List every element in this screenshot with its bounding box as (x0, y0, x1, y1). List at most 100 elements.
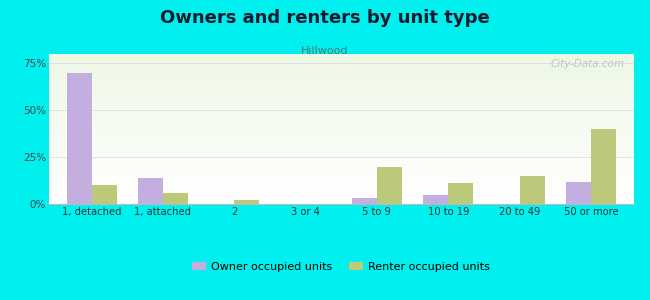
Bar (49, 163, 634, 164)
Bar (49, 102, 634, 103)
Bar (49, 76, 634, 77)
Bar (49, 61, 634, 62)
Bar (49, 68, 634, 69)
Legend: Owner occupied units, Renter occupied units: Owner occupied units, Renter occupied un… (188, 257, 495, 276)
Bar (49, 160, 634, 161)
Bar (49, 95, 634, 96)
Bar (49, 83, 634, 84)
Bar (49, 201, 634, 202)
Bar (92, 185, 116, 204)
Bar (49, 147, 634, 148)
Bar (49, 145, 634, 146)
Bar (49, 167, 634, 168)
Bar (49, 118, 634, 119)
Bar (49, 188, 634, 189)
Bar (49, 105, 634, 106)
Bar (49, 135, 634, 136)
Bar (49, 60, 634, 61)
Bar (49, 133, 634, 134)
Bar (49, 106, 634, 107)
Bar (49, 104, 634, 105)
Bar (49, 142, 634, 143)
Bar (49, 79, 634, 80)
Bar (49, 72, 634, 73)
Bar (49, 158, 634, 159)
Bar (49, 194, 634, 195)
Bar (49, 168, 634, 169)
Bar (49, 146, 634, 147)
Bar (49, 80, 634, 81)
Bar (49, 113, 634, 114)
Bar (519, 176, 545, 204)
Bar (49, 153, 634, 154)
Bar (138, 178, 163, 204)
Bar (49, 125, 634, 126)
Bar (448, 183, 473, 204)
Text: Owners and renters by unit type: Owners and renters by unit type (160, 9, 490, 27)
Bar (49, 74, 634, 75)
Bar (49, 161, 634, 162)
Bar (423, 195, 448, 204)
Bar (49, 187, 634, 188)
Bar (49, 66, 634, 67)
Bar (49, 119, 634, 120)
Bar (49, 85, 634, 86)
Bar (49, 86, 634, 87)
Bar (49, 114, 634, 115)
Bar (49, 150, 634, 151)
Text: City-Data.com: City-Data.com (551, 58, 625, 68)
Bar (49, 192, 634, 193)
Bar (49, 191, 634, 192)
Bar (49, 57, 634, 58)
Bar (49, 98, 634, 99)
Bar (49, 137, 634, 138)
Bar (49, 63, 634, 64)
Bar (49, 152, 634, 153)
Bar (49, 198, 634, 199)
Bar (49, 67, 634, 68)
Bar (49, 117, 634, 118)
Bar (49, 108, 634, 109)
Bar (49, 140, 634, 141)
Bar (49, 139, 634, 140)
Bar (591, 129, 616, 204)
Bar (49, 82, 634, 83)
Bar (49, 78, 634, 79)
Bar (49, 181, 634, 182)
Bar (49, 173, 634, 174)
Bar (49, 75, 634, 76)
Bar (49, 107, 634, 108)
Bar (49, 197, 634, 198)
Bar (49, 54, 634, 55)
Bar (49, 157, 634, 158)
Bar (49, 121, 634, 122)
Bar (49, 129, 634, 130)
Bar (49, 87, 634, 88)
Bar (49, 186, 634, 187)
Bar (49, 55, 634, 56)
Bar (377, 167, 402, 204)
Bar (49, 172, 634, 173)
Bar (49, 151, 634, 152)
Bar (49, 189, 634, 190)
Bar (49, 156, 634, 157)
Bar (49, 178, 634, 179)
Bar (49, 195, 634, 196)
Bar (49, 177, 634, 178)
Bar (49, 112, 634, 113)
Bar (49, 96, 634, 97)
Bar (49, 61, 634, 62)
Bar (49, 179, 634, 180)
Bar (49, 165, 634, 166)
Bar (49, 182, 634, 183)
Bar (49, 59, 634, 60)
Bar (49, 70, 634, 71)
Bar (49, 136, 634, 137)
Bar (49, 155, 634, 156)
Bar (49, 148, 634, 149)
Bar (49, 120, 634, 121)
Bar (49, 141, 634, 142)
Bar (49, 92, 634, 93)
Bar (49, 101, 634, 102)
Bar (49, 185, 634, 186)
